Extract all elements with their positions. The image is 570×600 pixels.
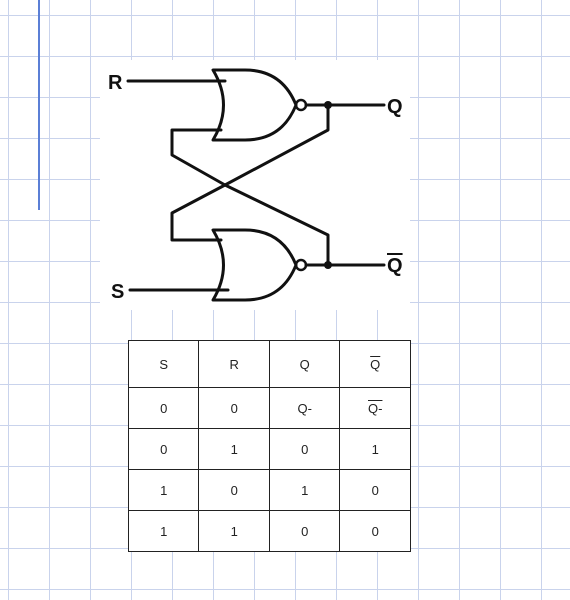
cell-s: 0	[127, 387, 200, 429]
top-nor-gate	[211, 68, 298, 142]
cell-q: 1	[268, 469, 341, 511]
header-q: Q	[268, 340, 341, 388]
table-row: 0 1 0 1	[127, 428, 411, 470]
table-header-row: S R Q Q	[127, 340, 411, 388]
table-row: 1 1 0 0	[127, 510, 411, 552]
cell-r: 0	[198, 387, 270, 429]
table-row: 1 0 1 0	[127, 469, 411, 511]
cell-r: 1	[198, 428, 270, 470]
cell-r: 0	[198, 469, 270, 511]
cell-q-bar: 0	[339, 510, 411, 552]
q-output-label: Q	[387, 96, 403, 118]
cell-q: 0	[268, 428, 341, 470]
notebook-margin-line	[38, 0, 40, 210]
header-q-bar: Q	[339, 340, 411, 388]
cell-q: 0	[268, 510, 341, 552]
truth-table: S R Q Q 0 0 Q- Q- 0 1 0 1 1 0 1 0 1 1 0 …	[127, 340, 411, 552]
header-r: R	[198, 340, 270, 388]
cell-q: Q-	[268, 387, 341, 429]
sr-latch-diagram	[100, 60, 410, 310]
circuit-svg	[126, 68, 386, 302]
cell-q-bar: Q-	[339, 387, 411, 429]
q-bar-feedback-wire	[170, 128, 330, 267]
cell-s: 1	[127, 510, 200, 552]
table-row: 0 0 Q- Q-	[127, 387, 411, 429]
bottom-nor-gate	[211, 228, 298, 302]
cell-r: 1	[198, 510, 270, 552]
cell-q-bar: 1	[339, 428, 411, 470]
q-bar-output-label: Q	[387, 255, 403, 277]
q-bar-junction-dot	[324, 261, 332, 269]
cell-s: 1	[127, 469, 200, 511]
cell-q-bar: 0	[339, 469, 411, 511]
q-junction-dot	[324, 101, 332, 109]
header-s: S	[127, 340, 200, 388]
r-input-label: R	[108, 72, 123, 94]
q-feedback-wire	[170, 103, 330, 242]
s-input-label: S	[111, 281, 125, 303]
cell-s: 0	[127, 428, 200, 470]
